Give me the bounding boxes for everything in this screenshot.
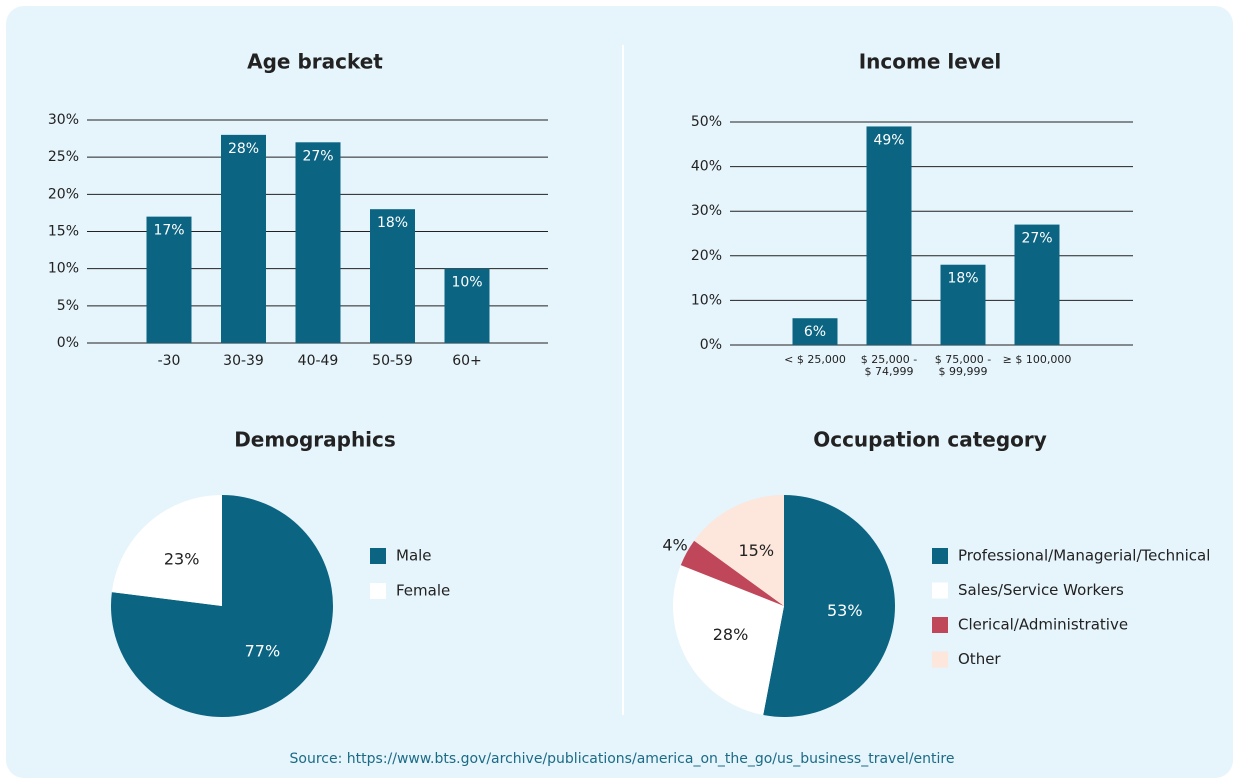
- data-label: 49%: [873, 132, 904, 148]
- pie-slice: [110, 495, 334, 718]
- y-tick-label: 30%: [48, 112, 79, 128]
- chart-title: Age bracket: [247, 50, 383, 74]
- y-tick-label: 0%: [700, 337, 722, 353]
- bar: [295, 142, 341, 343]
- data-label: 18%: [377, 215, 408, 231]
- y-tick-label: 20%: [691, 248, 722, 264]
- y-tick-label: 10%: [691, 292, 722, 308]
- data-label: 15%: [739, 541, 775, 560]
- x-tick-label: 30-39: [223, 353, 264, 369]
- legend-label: Other: [958, 650, 1001, 668]
- data-label: 28%: [228, 141, 259, 157]
- legend-swatch: [932, 651, 948, 668]
- data-label: 53%: [827, 601, 863, 620]
- x-tick-label: 60+: [452, 353, 482, 369]
- chart-title: Demographics: [234, 428, 396, 452]
- legend-label: Clerical/Administrative: [958, 616, 1128, 634]
- bar: [940, 264, 986, 345]
- y-tick-label: 0%: [57, 335, 79, 351]
- x-tick-label: $ 25,000 -$ 74,999: [861, 353, 917, 378]
- y-tick-label: 50%: [691, 114, 722, 130]
- bar: [221, 134, 266, 343]
- legend-label: Sales/Service Workers: [958, 581, 1124, 599]
- data-label: 27%: [1021, 231, 1052, 247]
- x-tick-label: 40-49: [298, 353, 339, 369]
- data-label: 17%: [153, 223, 184, 239]
- x-tick-label: ≥ $ 100,000: [1003, 353, 1072, 366]
- bar: [146, 216, 192, 343]
- legend-label: Female: [396, 582, 450, 600]
- bar: [370, 209, 415, 343]
- x-tick-label: 50-59: [372, 353, 413, 369]
- legend-swatch: [370, 583, 386, 599]
- y-tick-label: 20%: [48, 186, 79, 202]
- data-label: 77%: [245, 641, 281, 660]
- bar: [792, 318, 838, 345]
- x-tick-label: < $ 25,000: [784, 353, 846, 366]
- y-tick-label: 15%: [48, 224, 79, 240]
- data-label: 4%: [662, 536, 687, 555]
- legend-swatch: [932, 548, 948, 564]
- data-label: 10%: [451, 275, 482, 291]
- data-label: 28%: [713, 625, 749, 644]
- pie-slice: [111, 495, 222, 606]
- data-label: 18%: [947, 271, 978, 287]
- legend-swatch: [370, 548, 386, 564]
- x-tick-label: $ 75,000 -$ 99,999: [935, 353, 991, 378]
- y-tick-label: 5%: [57, 298, 79, 314]
- data-label: 6%: [804, 324, 826, 340]
- pie-slice: [680, 540, 784, 606]
- legend-swatch: [932, 617, 948, 633]
- data-label: 23%: [164, 550, 200, 569]
- y-tick-label: 25%: [48, 149, 79, 165]
- source: Source: https://www.bts.gov/archive/publ…: [290, 751, 955, 767]
- legend-label: Male: [396, 547, 432, 565]
- bar: [444, 268, 490, 343]
- y-tick-label: 30%: [691, 203, 722, 219]
- pie-slice: [763, 495, 896, 717]
- chart-title: Occupation category: [813, 428, 1047, 452]
- y-tick-label: 40%: [691, 159, 722, 175]
- bar: [866, 126, 912, 346]
- x-tick-label: -30: [158, 353, 181, 369]
- bar: [1014, 224, 1060, 345]
- y-tick-label: 10%: [48, 261, 79, 277]
- legend-label: Professional/Managerial/Technical: [958, 547, 1210, 565]
- pie-slice: [673, 565, 784, 716]
- chart-title: Income level: [859, 50, 1002, 74]
- pie-slice: [694, 495, 784, 606]
- legend-swatch: [932, 582, 948, 599]
- data-label: 27%: [302, 148, 333, 164]
